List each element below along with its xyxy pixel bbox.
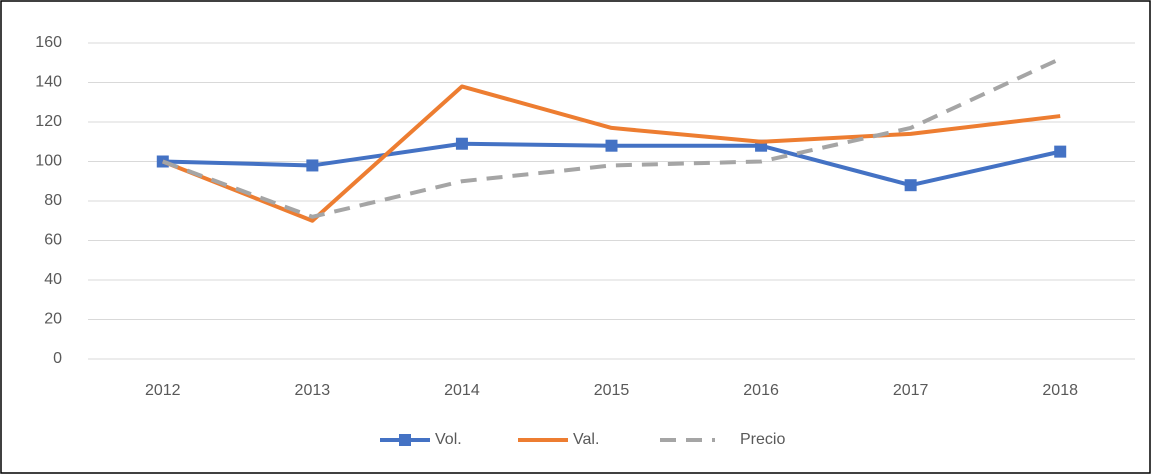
x-tick-label: 2017: [893, 382, 929, 399]
point-marker: [904, 179, 917, 192]
x-tick-label: 2018: [1042, 382, 1078, 399]
y-tick-label: 100: [35, 153, 62, 170]
x-tick-label: 2013: [295, 382, 331, 399]
y-tick-label: 0: [53, 350, 62, 367]
legend-label: Vol.: [435, 431, 462, 448]
x-tick-label: 2014: [444, 382, 480, 399]
series-line: [162, 84, 1061, 223]
point-marker: [1054, 145, 1067, 158]
y-tick-label: 120: [35, 113, 62, 130]
y-tick-label: 140: [35, 74, 62, 91]
y-tick-label: 40: [44, 271, 62, 288]
x-tick-label: 2015: [594, 382, 630, 399]
legend-label: Val.: [573, 431, 599, 448]
point-marker: [455, 137, 468, 150]
series-line: [162, 56, 1062, 219]
x-tick-label: 2012: [145, 382, 181, 399]
legend-label: Precio: [740, 431, 785, 448]
y-tick-label: 60: [44, 232, 62, 249]
y-tick-label: 20: [44, 311, 62, 328]
point-marker: [605, 139, 618, 152]
y-tick-label: 80: [44, 192, 62, 209]
y-tick-label: 160: [35, 34, 62, 51]
point-marker: [306, 159, 319, 172]
x-tick-label: 2016: [743, 382, 779, 399]
legend-marker: [399, 434, 411, 446]
